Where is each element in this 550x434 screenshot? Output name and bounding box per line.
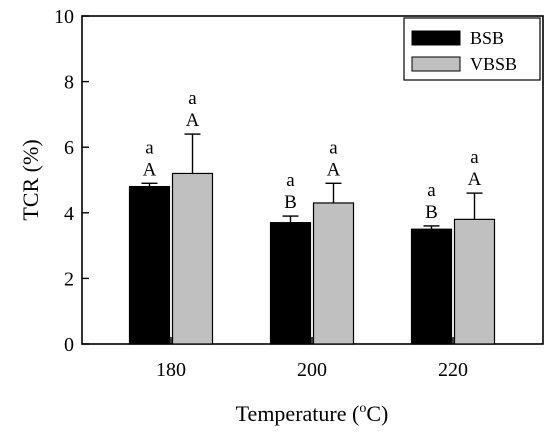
- legend-swatch-bsb: [411, 30, 461, 46]
- legend-label-vbsb: VBSB: [470, 54, 517, 74]
- x-tick-label-0: 180: [156, 359, 186, 381]
- y-tick-label-0: 0: [64, 334, 74, 356]
- x-axis: 180 200 220: [156, 337, 468, 381]
- letter-upper-bsb-220: B: [425, 202, 438, 223]
- letter-upper-vbsb-180: A: [186, 110, 200, 131]
- x-axis-label-superscript: o: [359, 401, 366, 416]
- bar-bsb-180: [128, 185, 171, 345]
- letter-lower-bsb-180: a: [145, 137, 154, 158]
- letter-upper-vbsb-200: A: [327, 159, 341, 180]
- letter-upper-bsb-200: B: [284, 192, 297, 213]
- y-axis-label: TCR (%): [18, 139, 43, 220]
- legend-label-bsb: BSB: [470, 28, 504, 48]
- letter-lower-bsb-200: a: [286, 170, 295, 191]
- letter-lower-vbsb-200: a: [329, 137, 338, 158]
- legend: BSB VBSB: [403, 17, 541, 81]
- letter-upper-vbsb-220: A: [468, 169, 482, 190]
- y-tick-label-2: 4: [64, 203, 74, 225]
- y-tick-label-5: 10: [54, 6, 74, 28]
- letter-lower-vbsb-180: a: [188, 88, 197, 109]
- x-axis-label: Temperature (oC): [236, 401, 389, 426]
- bar-vbsb-220: [453, 218, 496, 345]
- letter-upper-bsb-180: A: [143, 159, 157, 180]
- y-tick-label-3: 6: [64, 137, 74, 159]
- bar-vbsb-200: [312, 202, 355, 345]
- legend-swatch-vbsb: [411, 56, 461, 72]
- x-axis-label-main: Temperature (: [236, 401, 360, 426]
- y-axis: 0 2 4 6 8 10: [54, 6, 89, 356]
- y-tick-label-1: 2: [64, 268, 74, 290]
- x-tick-label-1: 200: [297, 359, 327, 381]
- bar-bsb-220: [410, 228, 453, 345]
- y-tick-label-4: 8: [64, 72, 74, 94]
- x-axis-label-unit: C): [366, 401, 388, 426]
- bar-bsb-200: [269, 222, 312, 345]
- bars: [128, 133, 496, 345]
- letter-lower-bsb-220: a: [427, 180, 436, 201]
- bar-vbsb-180: [171, 172, 214, 345]
- x-tick-label-2: 220: [438, 359, 468, 381]
- letter-lower-vbsb-220: a: [470, 147, 479, 168]
